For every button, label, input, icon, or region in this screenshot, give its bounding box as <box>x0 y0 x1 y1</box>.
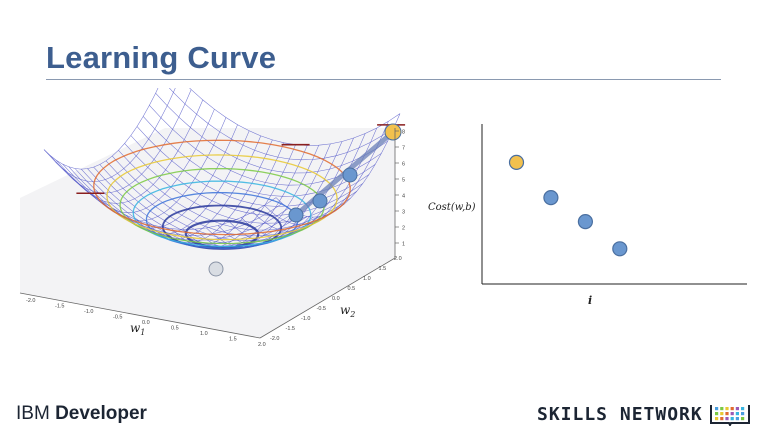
learning-curve-chart: Cost(w,b) i <box>420 112 760 312</box>
w1-tick-label: 0.5 <box>171 326 179 332</box>
w1-tick-label: -2.0 <box>26 298 35 304</box>
skills-network-book-icon <box>709 402 751 428</box>
minimum-point <box>208 261 224 277</box>
descent-point <box>384 123 402 141</box>
w1-tick-label: 1.5 <box>229 337 237 343</box>
descent-point <box>312 193 328 209</box>
contour-ring <box>119 167 325 245</box>
mesh-line <box>124 143 357 224</box>
w1-axis-ticks: -2.0 -1.5 -1.0 -0.5 0.0 0.5 1.0 1.5 2.0 <box>26 298 266 348</box>
z-tick-label: 5 <box>402 178 405 184</box>
z-tick-label: 7 <box>402 146 405 152</box>
w2-tick-label: -0.5 <box>317 306 326 312</box>
w1-tick-label: 1.0 <box>200 331 208 337</box>
w1-axis <box>19 292 261 339</box>
descent-point <box>288 207 304 223</box>
w2-tick-label: 2.0 <box>394 256 402 262</box>
ibm-developer-logo: IBM Developer <box>16 403 147 424</box>
w1-tick-label: 0.0 <box>142 320 150 326</box>
w2-axis <box>259 257 396 339</box>
cost-points <box>508 154 628 257</box>
z-tick-label: 1 <box>402 242 405 248</box>
w2-tick-label: 0.0 <box>332 296 340 302</box>
w1-tick-label: 2.0 <box>258 342 266 348</box>
mesh-line <box>161 79 394 161</box>
surface-svg: 1 2 3 4 5 6 7 8 -2.0 -1.5 -1.0 -0.5 0.0 0.5 1.0 1.5 2.0… <box>19 65 406 348</box>
w1-tick-label: -1.5 <box>55 304 64 310</box>
slide-title: Learning Curve <box>46 40 277 75</box>
w1-tick-label: -1.0 <box>84 309 93 315</box>
cost-point <box>543 189 559 206</box>
mesh-line <box>142 116 376 197</box>
mesh-line <box>194 145 320 249</box>
learning-curve-svg: Cost(w,b) i <box>428 124 747 307</box>
cost-point <box>508 154 525 171</box>
descent-points <box>208 123 402 277</box>
z-tick-label: 3 <box>402 210 405 216</box>
w2-tick-label: 0.5 <box>348 286 356 292</box>
z-tick-label: 8 <box>402 130 405 136</box>
title-divider <box>46 79 721 80</box>
surface-contours <box>76 124 406 250</box>
w2-axis-ticks: -2.0 -1.5 -1.0 -0.5 0.0 0.5 1.0 1.5 2.0 <box>270 256 402 342</box>
w1-tick-label: -0.5 <box>113 315 122 321</box>
z-axis-ticks: 1 2 3 4 5 6 7 8 <box>395 130 405 248</box>
contour-ring <box>106 154 338 241</box>
skills-network-logo: SKILLS NETWORK <box>537 404 703 425</box>
descent-point <box>342 167 358 183</box>
w2-tick-label: -2.0 <box>270 336 279 342</box>
w2-tick-label: 1.0 <box>363 276 371 282</box>
contour-ring <box>132 180 312 248</box>
mesh-line <box>155 93 388 174</box>
mesh-line <box>118 150 351 231</box>
contour-ring <box>93 139 351 236</box>
w2-tick-label: -1.5 <box>286 326 295 332</box>
mesh-line <box>136 126 370 207</box>
cost-point <box>577 213 593 230</box>
w2-tick-label: -1.0 <box>301 316 310 322</box>
mesh-line <box>167 65 401 146</box>
contour-ring <box>184 219 260 249</box>
w2-axis-label: w2 <box>340 303 355 319</box>
w1-axis-label: w1 <box>130 321 145 337</box>
surface-backdrop <box>20 128 395 338</box>
cost-surface-plot: 1 2 3 4 5 6 7 8 -2.0 -1.5 -1.0 -0.5 0.0 0.5 1.0 1.5 2.0… <box>0 65 450 358</box>
z-tick-label: 4 <box>402 194 405 200</box>
contour-ring <box>145 191 299 249</box>
w2-tick-label: 1.5 <box>379 266 387 272</box>
z-tick-label: 2 <box>402 226 405 232</box>
z-tick-label: 6 <box>402 162 405 168</box>
contour-ring <box>161 204 283 250</box>
cost-point <box>612 241 628 257</box>
cost-x-label: i <box>588 294 592 307</box>
cost-y-label: Cost(w,b) <box>428 202 476 213</box>
